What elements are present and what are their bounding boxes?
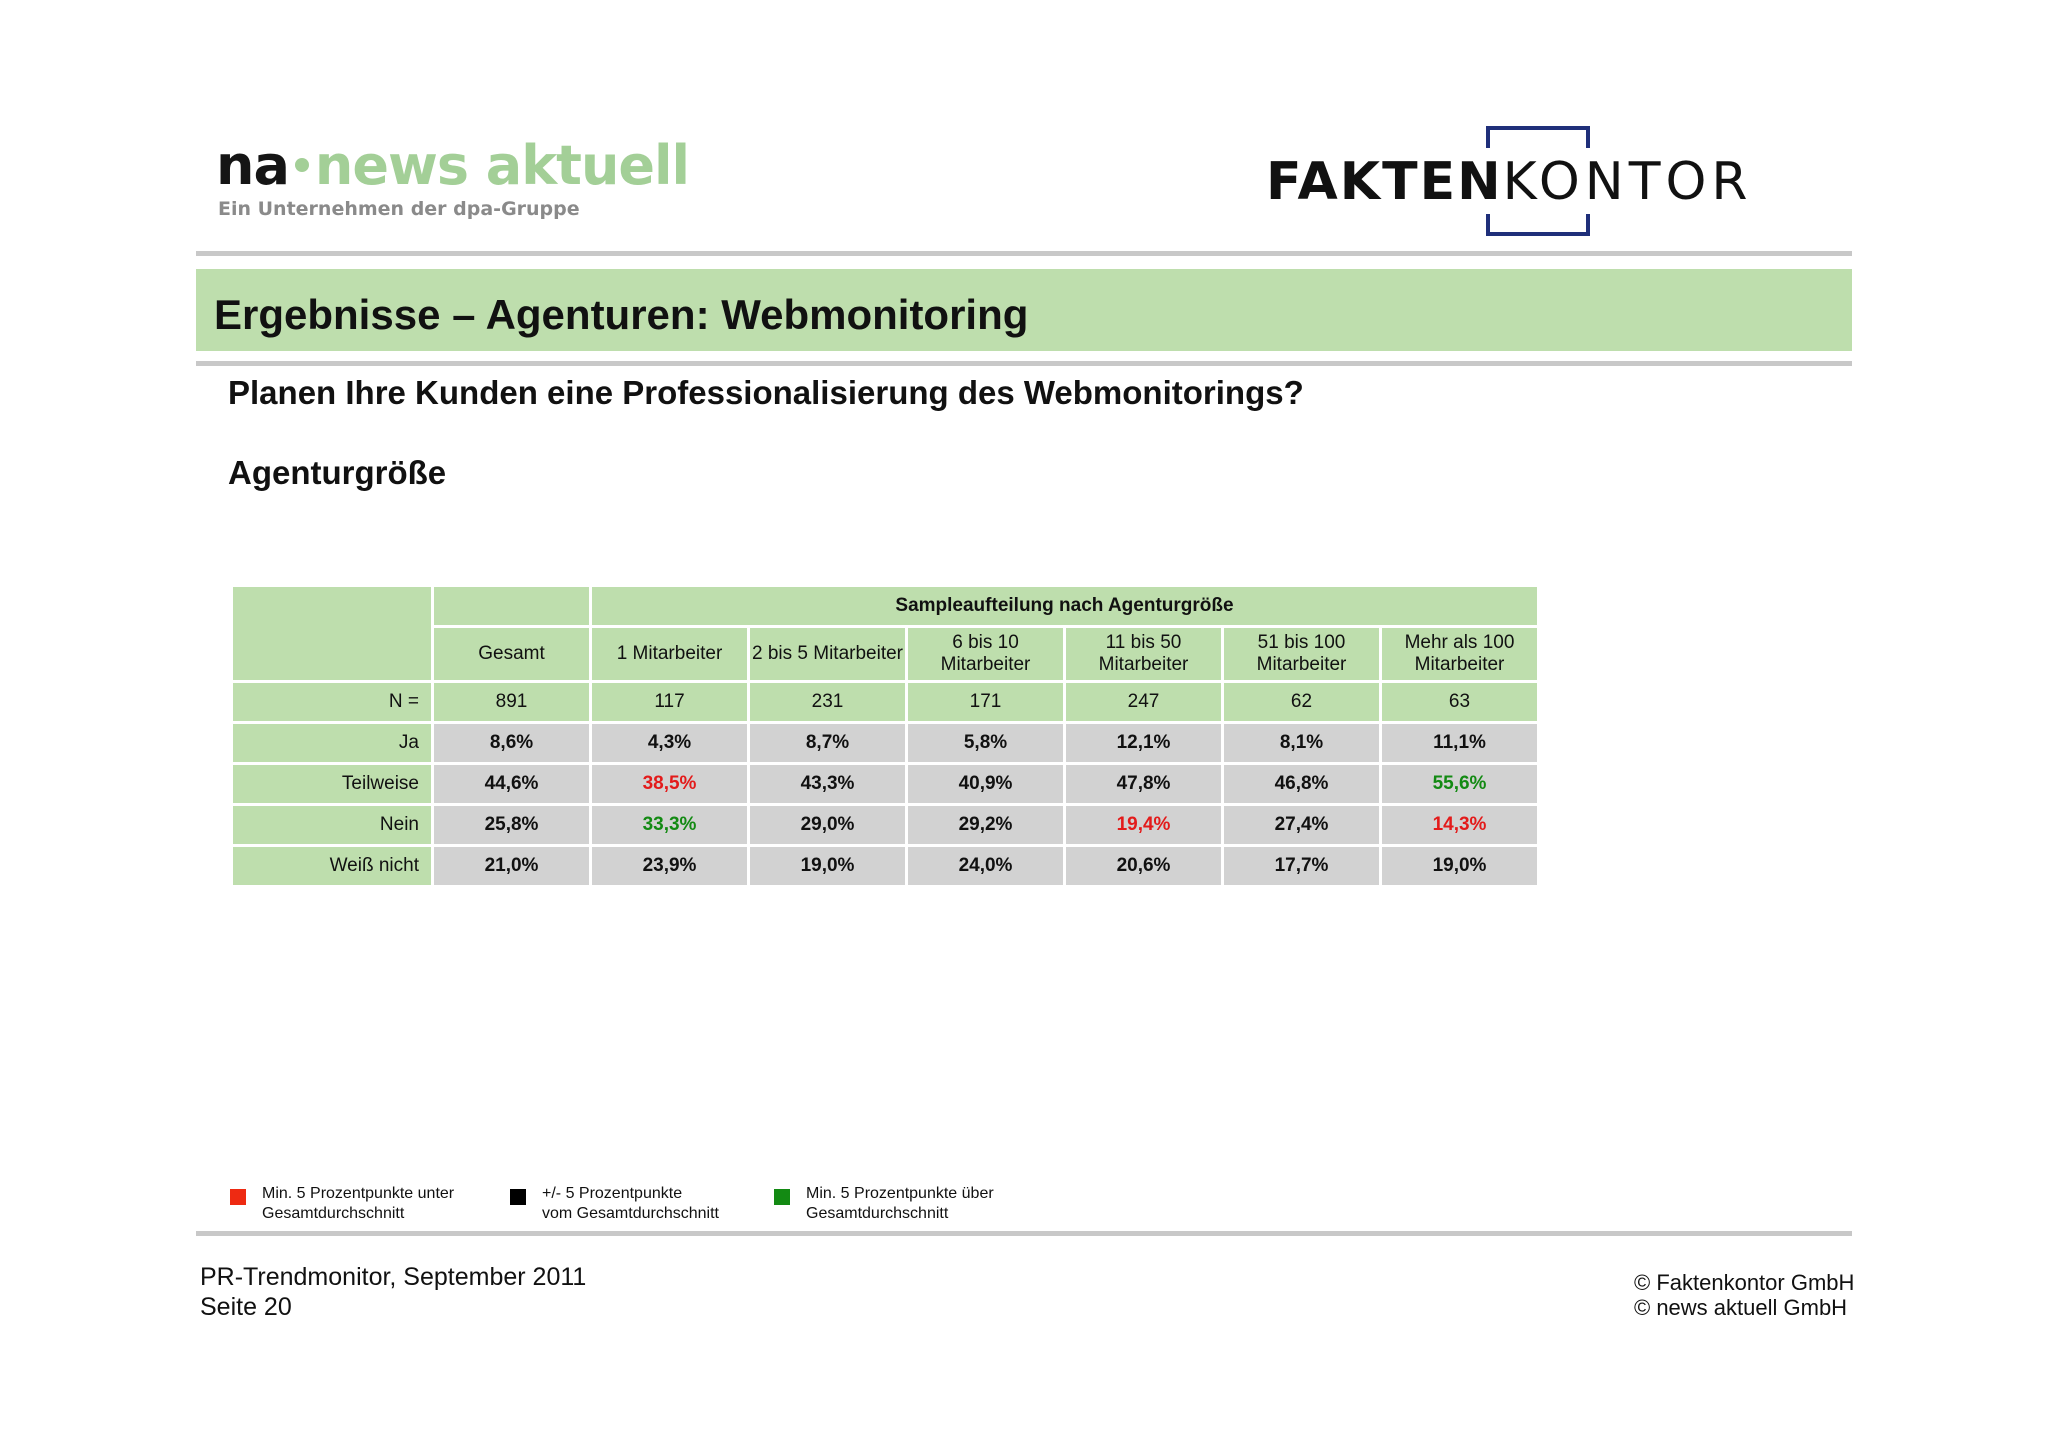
footer-copyright: © Faktenkontor GmbH © news aktuell GmbH [1634, 1270, 1854, 1320]
value-cell: 44,6% [434, 765, 589, 803]
n-cell: 247 [1066, 683, 1221, 721]
value-cell: 47,8% [1066, 765, 1221, 803]
na-logo-tagline: Ein Unternehmen der dpa-Gruppe [218, 198, 580, 220]
logo-frame-bottom [1486, 214, 1590, 236]
legend-item-above: Min. 5 Prozentpunkte über Gesamtdurchsch… [774, 1184, 994, 1224]
value-cell: 12,1% [1066, 724, 1221, 762]
row-label: Nein [233, 806, 431, 844]
n-cell: 63 [1382, 683, 1537, 721]
legend-label: Gesamtdurchschnitt [806, 1205, 949, 1222]
value-cell: 24,0% [908, 847, 1063, 885]
column-header: Gesamt [434, 628, 589, 680]
logo-frame-top [1486, 126, 1590, 148]
value-cell: 4,3% [592, 724, 747, 762]
column-header: 51 bis 100 Mitarbeiter [1224, 628, 1379, 680]
faktenkontor-logo: FAKTENKONTOR [1266, 126, 1816, 238]
value-cell: 8,6% [434, 724, 589, 762]
column-header: 1 Mitarbeiter [592, 628, 747, 680]
black-square-icon [510, 1189, 526, 1205]
group-header: Sampleaufteilung nach Agenturgröße [592, 587, 1537, 625]
column-header: 2 bis 5 Mitarbeiter [750, 628, 905, 680]
n-cell: 117 [592, 683, 747, 721]
value-cell: 23,9% [592, 847, 747, 885]
value-cell: 29,0% [750, 806, 905, 844]
value-cell: 8,1% [1224, 724, 1379, 762]
header-rule [196, 251, 1852, 256]
red-square-icon [230, 1189, 246, 1205]
value-cell: 25,8% [434, 806, 589, 844]
value-cell: 5,8% [908, 724, 1063, 762]
value-cell: 40,9% [908, 765, 1063, 803]
fk-logo-bold: FAKTEN [1266, 152, 1503, 212]
column-header-row: Gesamt 1 Mitarbeiter 2 bis 5 Mitarbeiter… [233, 628, 1537, 680]
green-square-icon [774, 1189, 790, 1205]
legend-item-equal: +/- 5 Prozentpunkte vom Gesamtdurchschni… [510, 1184, 719, 1224]
value-cell: 43,3% [750, 765, 905, 803]
value-cell: 27,4% [1224, 806, 1379, 844]
page-title: Ergebnisse – Agenturen: Webmonitoring [214, 291, 1029, 338]
value-cell: 38,5% [592, 765, 747, 803]
value-cell: 20,6% [1066, 847, 1221, 885]
value-cell: 11,1% [1382, 724, 1537, 762]
legend-item-below: Min. 5 Prozentpunkte unter Gesamtdurchsc… [230, 1184, 454, 1224]
value-cell: 21,0% [434, 847, 589, 885]
question-text: Planen Ihre Kunden eine Professionalisie… [228, 374, 1304, 411]
results-table: Sampleaufteilung nach Agenturgröße Gesam… [230, 584, 1540, 888]
table-row: Nein 25,8% 33,3% 29,0% 29,2% 19,4% 27,4%… [233, 806, 1537, 844]
legend-label: Min. 5 Prozentpunkte unter [262, 1185, 455, 1202]
footer-info: PR-Trendmonitor, September 2011 Seite 20 [200, 1262, 586, 1322]
column-header: Mehr als 100 Mitarbeiter [1382, 628, 1537, 680]
table-corner-2 [434, 587, 589, 625]
row-label: Weiß nicht [233, 847, 431, 885]
copyright-line: © Faktenkontor GmbH [1634, 1270, 1855, 1295]
table-row: Weiß nicht 21,0% 23,9% 19,0% 24,0% 20,6%… [233, 847, 1537, 885]
fk-logo-light: KONTOR [1502, 152, 1753, 212]
copyright-line: © news aktuell GmbH [1634, 1295, 1848, 1320]
table-row: Teilweise 44,6% 38,5% 43,3% 40,9% 47,8% … [233, 765, 1537, 803]
value-cell: 33,3% [592, 806, 747, 844]
n-cell: 891 [434, 683, 589, 721]
column-header: 6 bis 10 Mitarbeiter [908, 628, 1063, 680]
value-cell: 17,7% [1224, 847, 1379, 885]
row-label: N = [233, 683, 431, 721]
footer-rule [196, 1231, 1852, 1236]
table-corner [233, 587, 431, 680]
n-row: N = 891 117 231 171 247 62 63 [233, 683, 1537, 721]
logo-dot-icon [294, 158, 309, 173]
row-label: Ja [233, 724, 431, 762]
title-rule [196, 361, 1852, 366]
column-header: 11 bis 50 Mitarbeiter [1066, 628, 1221, 680]
subtitle: Agenturgröße [228, 454, 447, 491]
legend-label: Gesamtdurchschnitt [262, 1205, 405, 1222]
na-logo-brand: news aktuell [314, 134, 690, 197]
table-row: Ja 8,6% 4,3% 8,7% 5,8% 12,1% 8,1% 11,1% [233, 724, 1537, 762]
value-cell: 19,4% [1066, 806, 1221, 844]
n-cell: 231 [750, 683, 905, 721]
legend-label: vom Gesamtdurchschnitt [542, 1205, 719, 1222]
value-cell: 19,0% [750, 847, 905, 885]
footer-publication: PR-Trendmonitor, September 2011 [200, 1263, 587, 1291]
value-cell: 29,2% [908, 806, 1063, 844]
legend-label: +/- 5 Prozentpunkte [542, 1185, 683, 1202]
row-label: Teilweise [233, 765, 431, 803]
footer-page-number: Seite 20 [200, 1293, 292, 1321]
value-cell: 46,8% [1224, 765, 1379, 803]
value-cell: 19,0% [1382, 847, 1537, 885]
legend-label: Min. 5 Prozentpunkte über [806, 1185, 994, 1202]
n-cell: 62 [1224, 683, 1379, 721]
value-cell: 55,6% [1382, 765, 1537, 803]
na-logo-prefix: na [216, 134, 290, 197]
value-cell: 14,3% [1382, 806, 1537, 844]
value-cell: 8,7% [750, 724, 905, 762]
title-bar: Ergebnisse – Agenturen: Webmonitoring [196, 269, 1852, 351]
n-cell: 171 [908, 683, 1063, 721]
news-aktuell-logo: na news aktuell Ein Unternehmen der dpa-G… [216, 134, 690, 226]
